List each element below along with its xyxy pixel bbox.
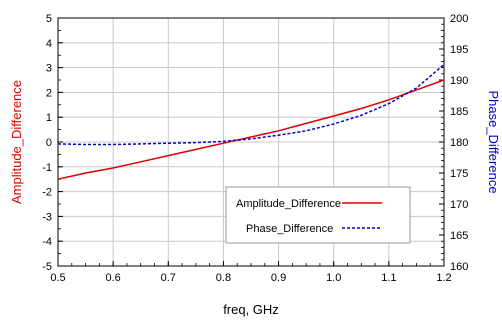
y-left-tick-label: 2 xyxy=(46,87,52,99)
x-tick-label: 0.9 xyxy=(271,272,286,284)
y-right-tick-label: 170 xyxy=(450,199,468,211)
series-line-amplitude xyxy=(57,79,445,180)
y-left-tick-label: -1 xyxy=(42,162,52,174)
y-left-tick-label: 5 xyxy=(46,13,52,25)
y-right-tick-label: 180 xyxy=(450,137,468,149)
series-group xyxy=(57,63,445,180)
y-right-tick-label: 200 xyxy=(450,13,468,25)
y-left-tick-label: -4 xyxy=(42,236,52,248)
axes: 0.5 0.6 0.7 0.8 0.9 1.0 1.1 1.2 5 4 3 2 1 0 -1 -2 -3 -4 -5… xyxy=(42,13,468,284)
x-tick-label: 1.2 xyxy=(436,272,451,284)
x-tick-label: 0.7 xyxy=(161,272,176,284)
y-axis-left-label: Amplitude_Difference xyxy=(9,80,24,204)
y-right-tick-label: 185 xyxy=(450,106,468,118)
y-right-tick-label: 190 xyxy=(450,75,468,87)
x-tick-label: 0.6 xyxy=(105,272,120,284)
y-left-tick-label: -2 xyxy=(42,187,52,199)
y-right-tick-label: 160 xyxy=(450,261,468,273)
y-left-tick-label: 1 xyxy=(46,112,52,124)
x-axis-label: freq, GHz xyxy=(223,302,279,317)
y-left-tick-label: 0 xyxy=(46,137,52,149)
x-tick-label: 1.1 xyxy=(381,272,396,284)
y-axis-right-label: Phase_Difference xyxy=(486,90,501,193)
x-tick-label: 0.5 xyxy=(50,272,65,284)
y-left-tick-label: 3 xyxy=(46,63,52,75)
legend: Amplitude_Difference Phase_Difference xyxy=(225,186,411,244)
y-right-tick-label: 165 xyxy=(450,230,468,242)
legend-box xyxy=(225,186,411,244)
y-right-tick-label: 175 xyxy=(450,168,468,180)
y-right-tick-label: 195 xyxy=(450,44,468,56)
legend-entry-phase: Phase_Difference xyxy=(246,223,333,235)
y-left-tick-label: -3 xyxy=(42,211,52,223)
y-left-tick-label: -5 xyxy=(42,261,52,273)
y-left-tick-label: 4 xyxy=(46,38,52,50)
series-line-phase xyxy=(57,63,445,146)
legend-entry-amplitude: Amplitude_Difference xyxy=(236,198,341,210)
x-tick-label: 1.0 xyxy=(326,272,341,284)
x-tick-label: 0.8 xyxy=(216,272,231,284)
